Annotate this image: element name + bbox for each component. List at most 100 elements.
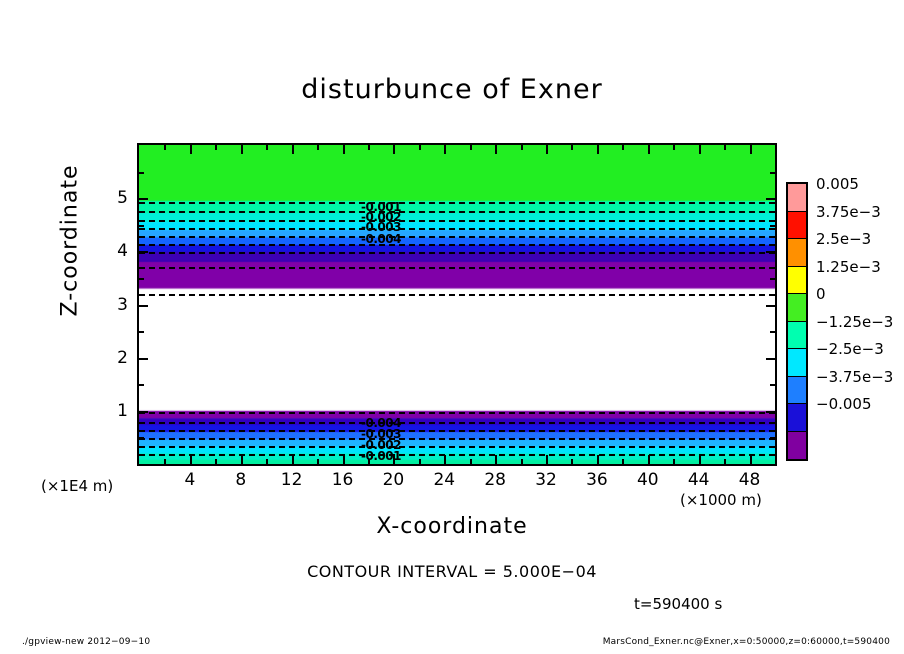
contour-label: -0.002: [361, 210, 401, 224]
x-axis-tick: [469, 459, 472, 464]
x-axis-tick-label: 44: [687, 470, 710, 490]
x-axis-tick: [546, 455, 549, 464]
z-axis-tick: [766, 251, 775, 254]
x-axis-tick: [291, 145, 294, 154]
colorbar-segment: [788, 321, 806, 349]
z-axis-tick: [139, 251, 148, 254]
x-axis-tick-label: 4: [184, 470, 196, 490]
z-axis-tick: [139, 171, 144, 174]
timestamp-note: t=590400 s: [634, 595, 723, 613]
colorbar-tick-label: −2.5e−3: [816, 340, 884, 358]
x-axis-tick: [520, 459, 523, 464]
contour-interval-note: CONTOUR INTERVAL = 5.000E−04: [307, 562, 597, 581]
x-axis-tick: [164, 145, 167, 150]
z-axis-tick: [139, 304, 148, 307]
x-axis-tick: [291, 455, 294, 464]
z-axis-tick: [139, 224, 144, 227]
x-axis-unit-label: (×1000 m): [680, 491, 762, 509]
contour-line: [139, 228, 775, 230]
colorbar-gradient: [786, 182, 808, 461]
x-axis-tick: [775, 145, 777, 150]
z-axis-tick: [139, 410, 148, 413]
x-axis-tick: [673, 459, 676, 464]
colorbar-tick-label: −3.75e−3: [816, 367, 894, 386]
x-axis-tick: [647, 145, 650, 154]
footer-source: MarsCond_Exner.nc@Exner,x=0:50000,z=0:60…: [602, 637, 890, 647]
x-axis-tick: [469, 145, 472, 150]
x-axis-tick-label: 36: [586, 470, 608, 490]
z-axis-tick: [766, 304, 775, 307]
x-axis-tick: [418, 145, 421, 150]
z-axis-tick: [139, 331, 144, 334]
x-axis-tick: [698, 455, 701, 464]
x-axis-tick: [596, 455, 599, 464]
contour-line: [139, 294, 775, 296]
x-axis-tick: [266, 145, 269, 150]
x-axis-tick: [418, 459, 421, 464]
x-axis-tick: [673, 145, 676, 150]
z-axis-tick: [770, 331, 775, 334]
x-axis-tick: [775, 459, 777, 464]
x-axis-tick-label: 24: [433, 470, 456, 490]
x-axis-tick: [520, 145, 523, 150]
y-axis-title: Z-coordinate: [57, 164, 83, 317]
x-axis-tick: [495, 455, 498, 464]
z-axis-tick-label: 4: [117, 241, 128, 262]
contour-line: [139, 220, 775, 222]
colorbar-segment: [788, 404, 806, 432]
x-axis-tick: [724, 145, 727, 150]
x-axis-tick: [215, 459, 218, 464]
z-axis-tick: [766, 410, 775, 413]
x-axis-tick: [749, 455, 752, 464]
colorbar-tick-label: −0.005: [816, 395, 872, 413]
x-axis-tick: [698, 145, 701, 154]
z-axis-tick-label: 5: [117, 188, 128, 209]
colorbar-segment: [788, 431, 806, 459]
z-axis-tick: [139, 277, 144, 280]
z-axis-tick: [139, 437, 144, 440]
x-axis-tick: [266, 459, 269, 464]
x-axis-tick: [240, 455, 243, 464]
contour-line: [139, 267, 775, 269]
colorbar-segment: [788, 266, 806, 294]
colorbar-tick-label: 1.25e−3: [816, 257, 881, 276]
x-axis-tick: [622, 145, 625, 150]
contour-label: -0.001: [361, 200, 401, 214]
colorbar-tick-label: 3.75e−3: [816, 202, 881, 221]
footer-command: ./gpview-new 2012−09−10: [22, 637, 151, 647]
z-axis-tick-label: 2: [117, 347, 128, 368]
x-axis-tick-label: 12: [280, 470, 303, 490]
x-axis-tick: [317, 459, 320, 464]
x-axis-tick-label: 40: [636, 470, 659, 490]
x-axis-tick-label: 32: [535, 470, 557, 490]
x-axis-tick: [393, 145, 396, 154]
colorbar-segment: [788, 376, 806, 404]
contour-label: -0.003: [361, 220, 401, 234]
x-axis-tick: [240, 145, 243, 154]
contour-line: [139, 252, 775, 254]
colorbar-segment: [788, 349, 806, 377]
z-axis-tick: [139, 198, 148, 201]
x-axis-tick: [571, 459, 574, 464]
z-axis-tick: [770, 224, 775, 227]
z-axis-tick: [770, 277, 775, 280]
contour-line: [139, 438, 775, 440]
x-axis-tick: [444, 145, 447, 154]
colorbar-segment: [788, 184, 806, 212]
contour-label: -0.003: [361, 427, 401, 441]
x-axis-title: X-coordinate: [376, 514, 528, 539]
contour-line: [139, 244, 775, 246]
x-axis-tick-label: 28: [484, 470, 506, 490]
colorbar-segment: [788, 239, 806, 267]
x-axis-tick: [367, 459, 370, 464]
x-axis-tick: [393, 455, 396, 464]
x-axis-tick: [724, 459, 727, 464]
z-axis-tick: [770, 384, 775, 387]
z-axis-tick: [766, 198, 775, 201]
x-axis-tick: [596, 145, 599, 154]
x-axis-tick-label: 20: [382, 470, 405, 490]
colorbar-tick-label: 0.005: [816, 175, 859, 193]
x-axis-tick-label: 8: [235, 470, 247, 490]
x-axis-tick: [317, 145, 320, 150]
x-axis-tick: [367, 145, 370, 150]
